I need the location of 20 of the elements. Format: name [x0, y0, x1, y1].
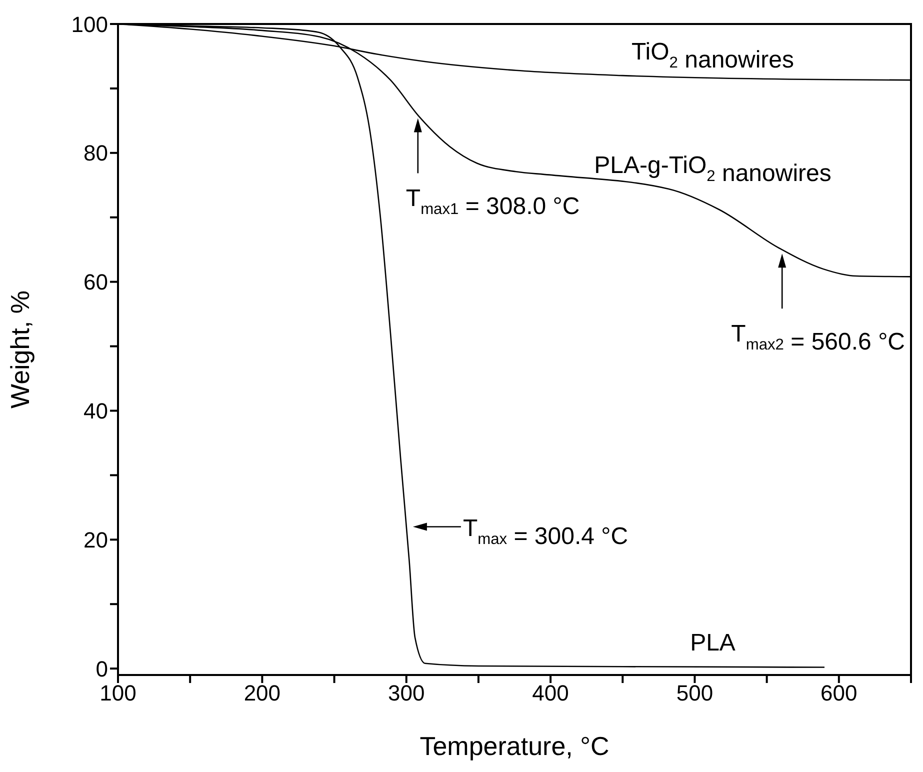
- series-label: PLA-g-TiO$_{2}$ nanowires: [594, 152, 832, 188]
- x-tick-label: 400: [532, 680, 569, 706]
- x-axis-title: Temperature, °C: [420, 731, 610, 761]
- y-tick-label: 100: [71, 12, 108, 37]
- x-tick-label: 100: [100, 680, 136, 706]
- x-tick-label: 600: [820, 680, 858, 706]
- annotation: T$_{max}$ = 300.4 °C: [462, 514, 628, 550]
- y-tick-label: 80: [84, 140, 108, 166]
- y-tick-label: 60: [84, 270, 108, 295]
- y-tick-label: 40: [84, 398, 108, 424]
- y-tick-label: 20: [84, 527, 108, 552]
- x-tick-label: 500: [676, 680, 714, 706]
- x-tick-label: 300: [388, 680, 425, 706]
- series-label: PLA: [690, 630, 736, 657]
- series-label: TiO$_{2}$ nanowires: [631, 38, 794, 74]
- y-tick-label: 0: [96, 656, 108, 682]
- x-tick-label: 200: [244, 680, 281, 706]
- y-axis-title: Weight, %: [5, 290, 36, 409]
- annotation: T$_{max2}$ = 560.6 °C: [731, 320, 905, 356]
- annotation: T$_{max1}$ = 308.0 °C: [406, 185, 580, 220]
